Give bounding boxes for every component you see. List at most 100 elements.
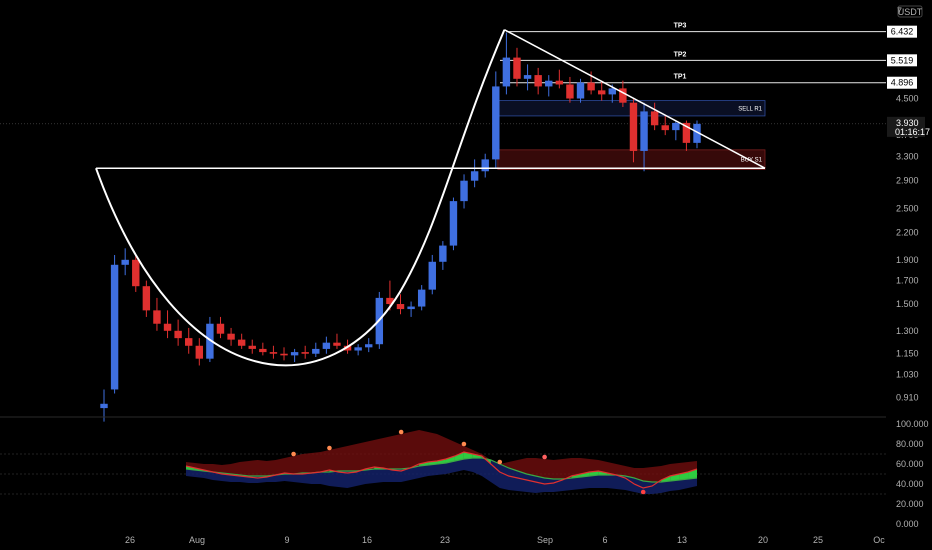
- candle-body: [672, 122, 680, 131]
- handle-trendline: [504, 29, 766, 169]
- signal-dot: [497, 459, 503, 465]
- cup-handle-drawing: [95, 29, 766, 367]
- candle-body: [322, 342, 331, 349]
- tp-price-tag: [887, 54, 917, 67]
- time-tick-label: 9: [284, 535, 289, 545]
- time-tick-label: Sep: [537, 535, 553, 545]
- price-tick-label: 1.700: [896, 276, 919, 286]
- tp-label: TP3: [674, 23, 687, 30]
- candle-body: [417, 289, 426, 307]
- time-axis[interactable]: 26 Aug 9 16 23 Sep 6 13 20 25 Oc: [125, 535, 885, 545]
- price-tick-label: 1.150: [896, 349, 919, 359]
- signal-dot: [461, 441, 467, 447]
- candle-body: [269, 352, 278, 354]
- candle-body: [693, 123, 701, 143]
- candle-body: [566, 84, 574, 99]
- zone-label: SELL R1: [738, 106, 762, 112]
- candle-body: [100, 403, 108, 409]
- oscillator-tick-label: 20.000: [896, 499, 924, 509]
- currency-badge[interactable]: USDT: [897, 5, 923, 18]
- price-axis[interactable]: 4.5003.7003.3002.9002.5002.2001.9001.700…: [887, 25, 919, 403]
- time-tick-label: 16: [362, 535, 372, 545]
- candle-body: [650, 111, 659, 126]
- candle-body: [312, 348, 320, 354]
- signal-dot: [291, 451, 296, 457]
- price-tick-label: 3.300: [896, 152, 919, 162]
- currency-label: USDT: [898, 7, 923, 17]
- candle-body: [301, 352, 309, 354]
- current-price-box: [887, 116, 925, 137]
- signal-dot: [398, 429, 404, 435]
- candle-body: [280, 353, 288, 356]
- oscillator-tick-label: 0.000: [896, 519, 919, 529]
- signal-dot: [327, 445, 332, 451]
- candle-body: [248, 345, 256, 349]
- bar-countdown: 01:16:17: [895, 127, 930, 137]
- price-tick-label: 4.500: [896, 94, 919, 104]
- candle-body: [587, 82, 595, 91]
- candle-body: [227, 333, 235, 340]
- price-tick-label: 2.200: [896, 227, 919, 237]
- candle-body: [682, 122, 691, 143]
- oscillator-tick-label: 100.000: [896, 419, 929, 429]
- candle-body: [174, 330, 182, 339]
- candle-body: [121, 259, 129, 265]
- candle-body: [629, 102, 638, 151]
- candle-body: [185, 338, 193, 346]
- time-tick-label: 23: [440, 535, 450, 545]
- tp-label: TP1: [674, 74, 687, 81]
- tp-price-label: 5.519: [891, 55, 914, 65]
- time-tick-label: 25: [813, 535, 823, 545]
- candle-body: [343, 345, 352, 351]
- upper-band-fill: [186, 430, 697, 482]
- candle-body: [523, 75, 532, 79]
- oscillator-axis[interactable]: 100.000 80.000 60.000 40.000 20.000 0.000: [896, 419, 929, 529]
- candle-body: [259, 348, 267, 353]
- time-tick-label: 13: [677, 535, 687, 545]
- lower-band-fill: [186, 458, 697, 494]
- candle-body: [237, 339, 246, 346]
- candle-body: [619, 88, 627, 103]
- tp-price-tag: [887, 76, 917, 89]
- oscillator-tick-label: 60.000: [896, 459, 924, 469]
- cup-curve: [95, 29, 506, 367]
- candle-body: [576, 82, 585, 99]
- candle-body: [195, 345, 204, 359]
- candle-body: [460, 180, 468, 202]
- candle-body: [502, 57, 511, 87]
- time-tick-label: Aug: [189, 535, 205, 545]
- oscillator-line: [185, 451, 698, 489]
- candle-body: [439, 245, 447, 262]
- candle-body: [545, 80, 553, 87]
- candle-body: [640, 111, 648, 151]
- time-tick-label: 6: [602, 535, 607, 545]
- time-tick-label: 26: [125, 535, 135, 545]
- signal-dot: [640, 489, 646, 495]
- oscillator-tick-label: 80.000: [896, 439, 924, 449]
- candle-body: [365, 344, 373, 348]
- candle-body: [492, 86, 500, 160]
- price-tick-label: 1.300: [896, 326, 919, 336]
- candle-body: [153, 310, 161, 324]
- candle-body: [396, 304, 405, 310]
- oscillator-tick-label: 40.000: [896, 479, 924, 489]
- price-tick-label: 1.030: [896, 369, 919, 379]
- candle-body: [386, 297, 394, 305]
- candle-body: [206, 323, 214, 359]
- candle-body: [290, 352, 299, 356]
- candle-body: [555, 80, 564, 85]
- candle-body: [470, 171, 479, 181]
- tp-price-label: 6.432: [891, 27, 914, 37]
- candle-body: [142, 286, 151, 311]
- candle-body: [407, 306, 415, 310]
- price-tick-label: 1.900: [896, 255, 919, 265]
- bull-fill: [454, 452, 464, 461]
- price-tick-label: 1.500: [896, 299, 919, 309]
- candle-body: [333, 342, 341, 346]
- tp-price-label: 4.896: [891, 78, 914, 88]
- signal-dot: [542, 454, 547, 460]
- current-price-label: 3.930: [896, 118, 919, 128]
- candle-body: [163, 323, 172, 331]
